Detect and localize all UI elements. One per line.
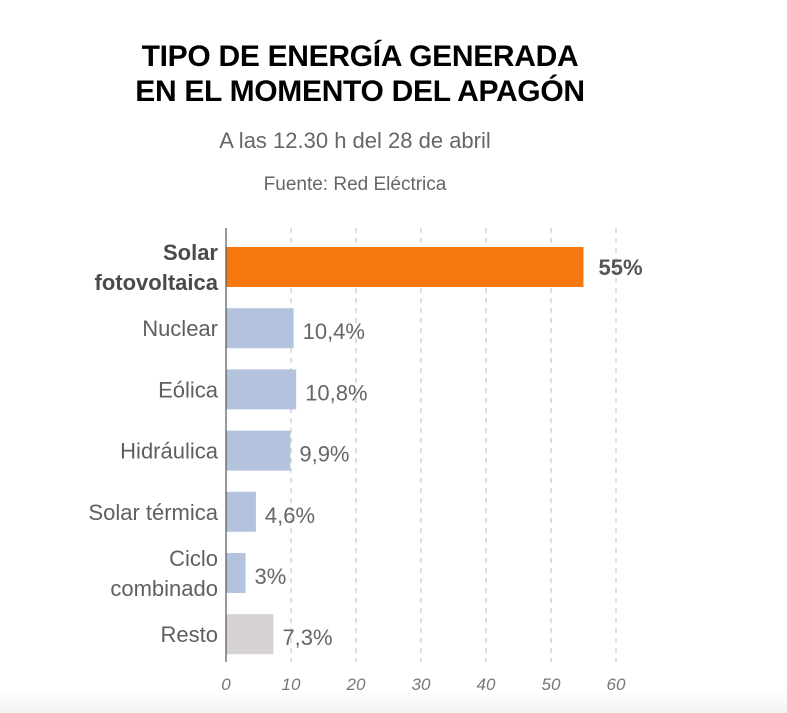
- value-label: 3%: [255, 564, 287, 589]
- bar-nuclear: [226, 308, 294, 349]
- x-tick-label: 60: [607, 675, 626, 694]
- chart-title-line-2: EN EL MOMENTO DEL APAGÓN: [135, 75, 585, 108]
- category-label: Resto: [161, 622, 218, 647]
- value-label: 7,3%: [282, 625, 332, 650]
- value-label: 9,9%: [299, 442, 349, 467]
- bottom-fade: [0, 691, 787, 713]
- bar-hidráulica: [226, 430, 291, 471]
- bar-solar-fotovoltaica: [226, 247, 584, 287]
- x-tick-label: 50: [542, 675, 561, 694]
- x-tick-label: 40: [477, 675, 496, 694]
- bar-eólica: [226, 369, 297, 410]
- x-tick-label: 10: [282, 675, 301, 694]
- value-label: 10,8%: [305, 380, 367, 405]
- category-label: Ciclo: [169, 546, 218, 571]
- bar-ciclo-combinado: [226, 553, 246, 593]
- x-tick-label: 20: [346, 675, 366, 694]
- category-label: Solar: [163, 240, 218, 265]
- value-label: 4,6%: [265, 503, 315, 528]
- bar-solar-térmica: [226, 491, 256, 532]
- value-label: 55%: [599, 255, 643, 280]
- category-label: Hidráulica: [120, 439, 219, 464]
- chart-source: Fuente: Red Eléctrica: [263, 174, 447, 195]
- category-label: fotovoltaica: [95, 270, 219, 295]
- chart-subtitle: A las 12.30 h del 28 de abril: [219, 128, 491, 153]
- x-tick-label: 30: [412, 675, 431, 694]
- chart-title-line-1: TIPO DE ENERGÍA GENERADA: [141, 40, 579, 73]
- value-label: 10,4%: [303, 319, 365, 344]
- x-tick-label: 0: [221, 675, 231, 694]
- category-label: combinado: [110, 576, 218, 601]
- category-label: Eólica: [158, 377, 219, 402]
- category-label: Solar térmica: [88, 500, 218, 525]
- bar-resto: [226, 614, 274, 655]
- category-label: Nuclear: [142, 316, 218, 341]
